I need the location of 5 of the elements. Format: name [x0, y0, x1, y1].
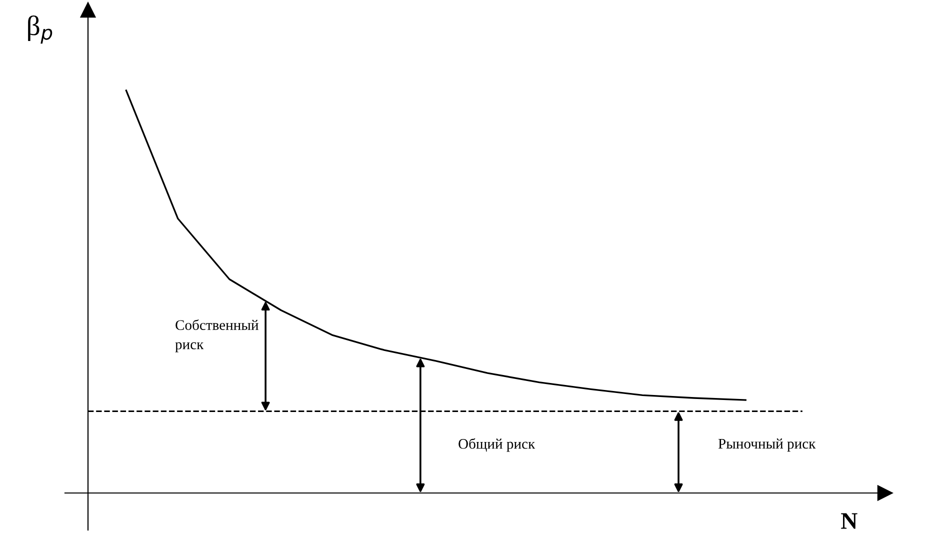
- y-axis-title: β$_{p}$: [28, 15, 52, 44]
- annotation: Общий риск: [458, 438, 536, 452]
- x-axis-title: N: [841, 513, 858, 529]
- annotation: Рыночный риск: [718, 438, 816, 452]
- annotation: Собственный риск: [175, 319, 258, 352]
